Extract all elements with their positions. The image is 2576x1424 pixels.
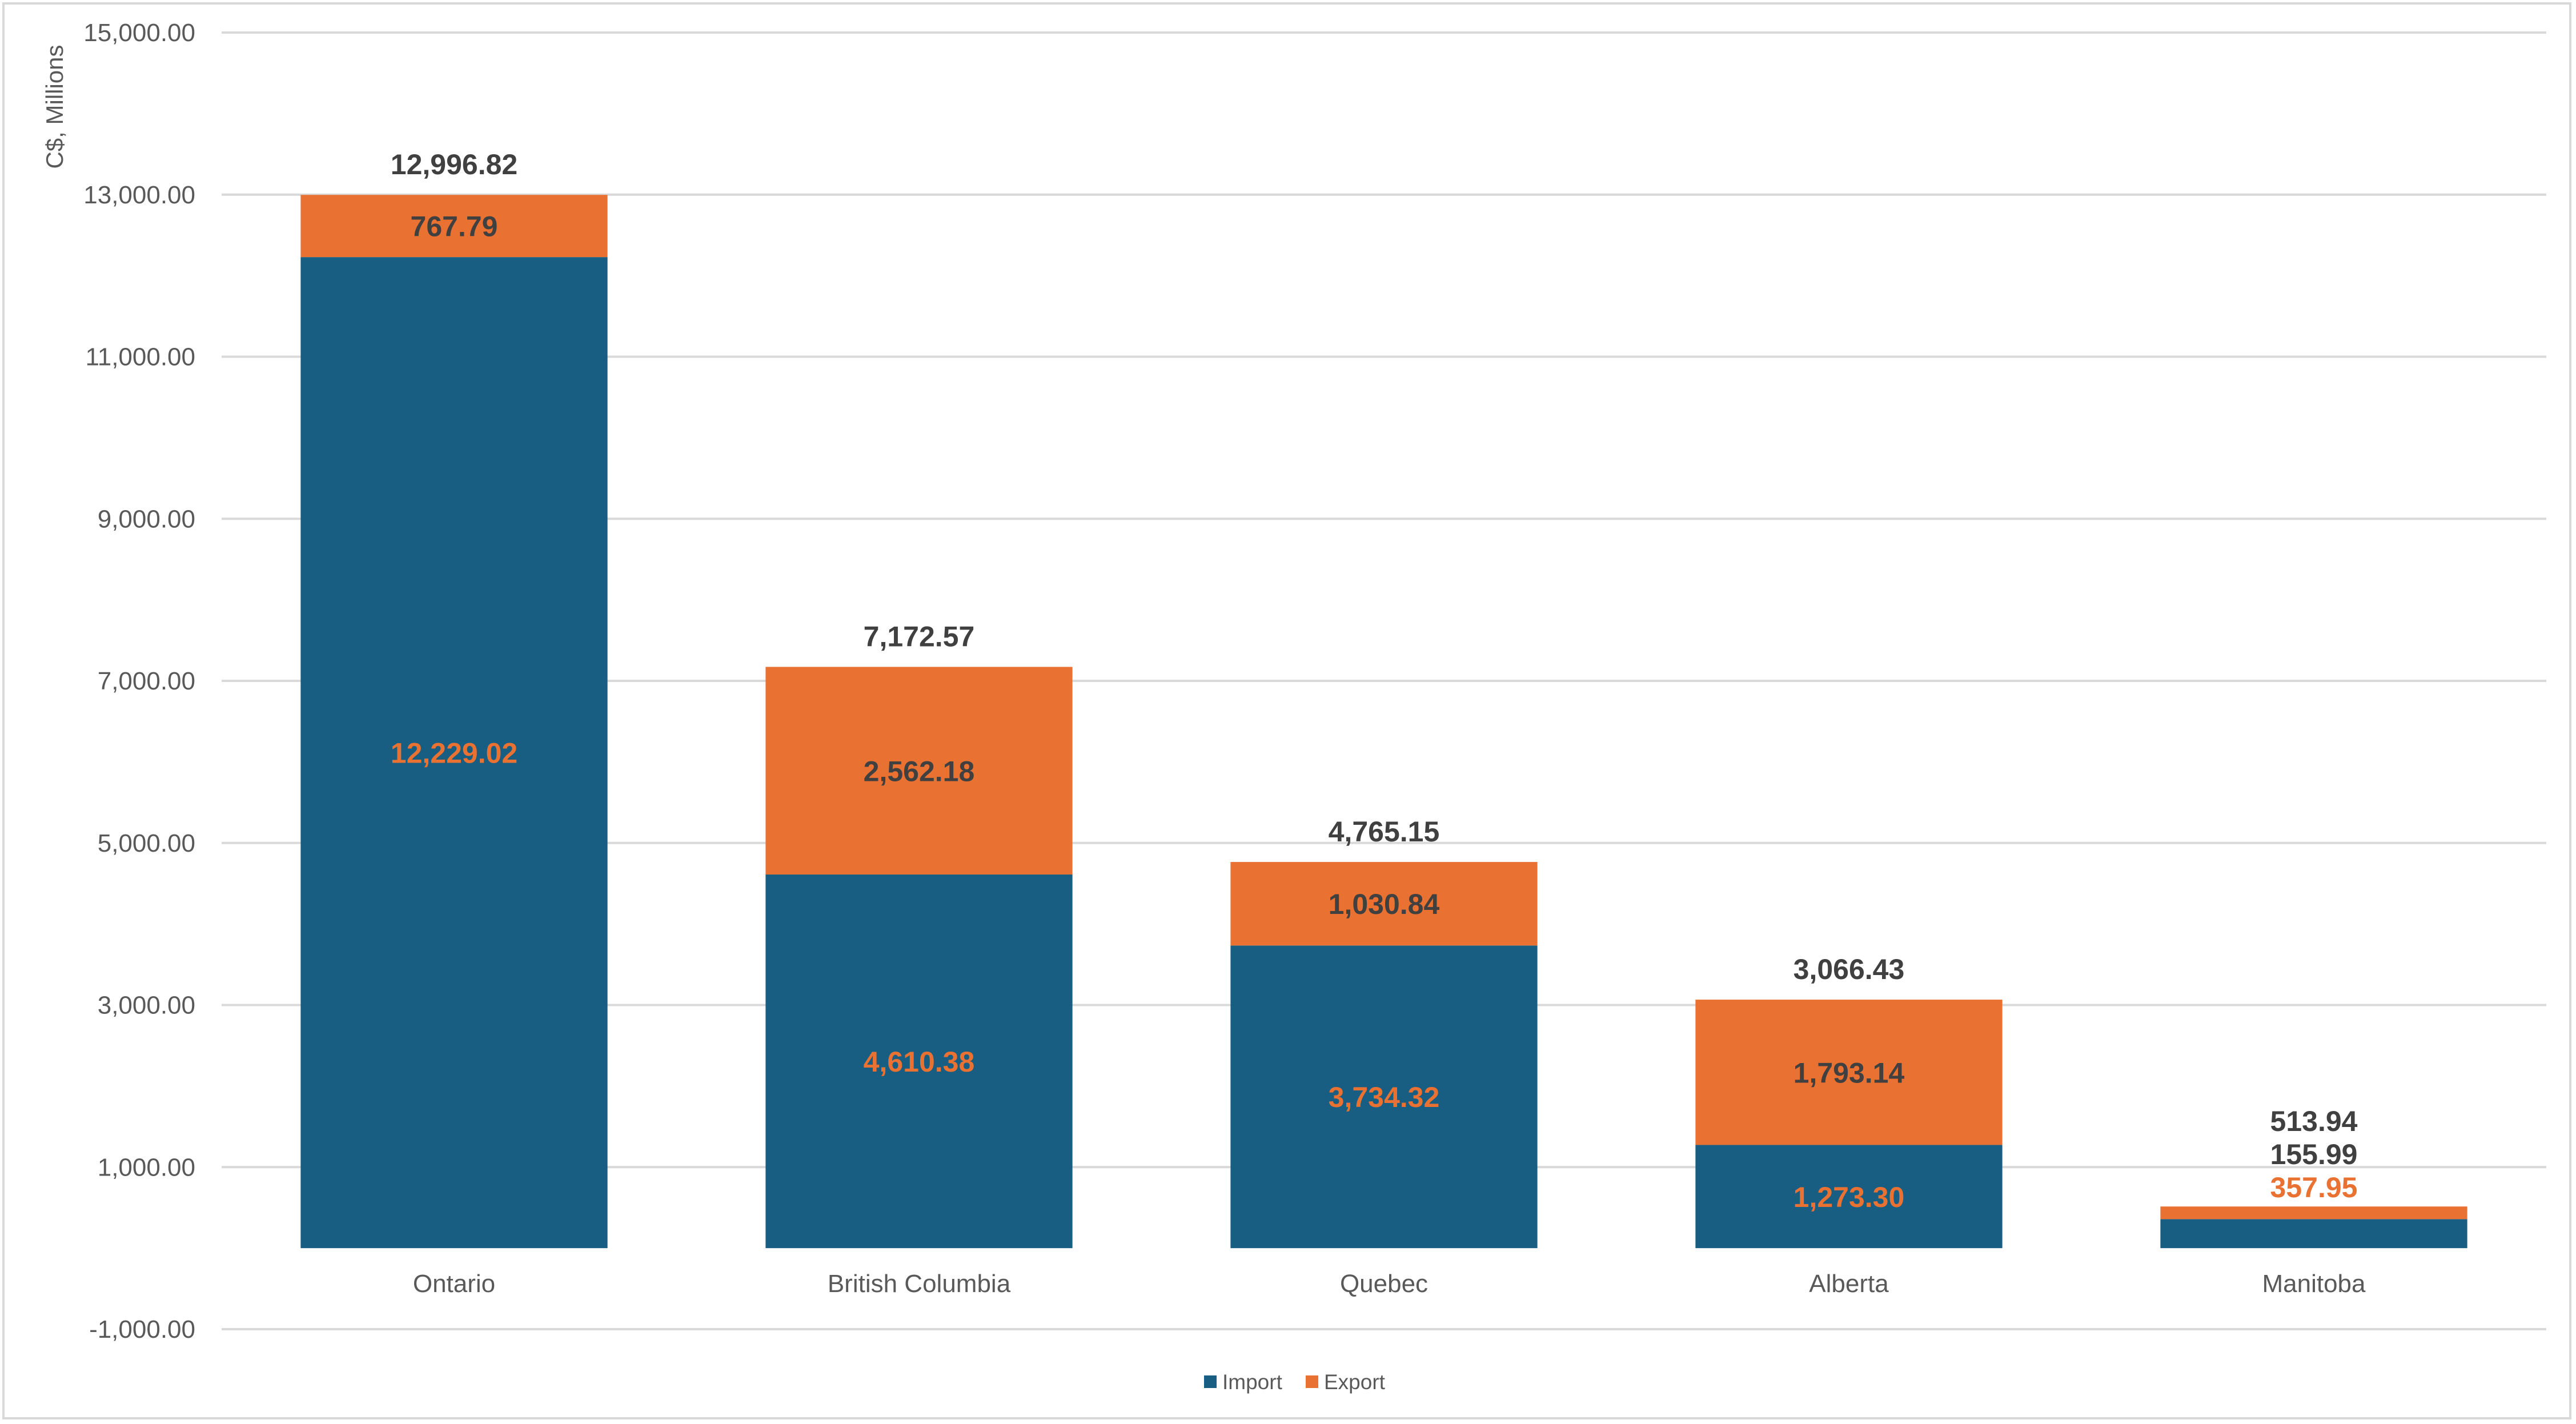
data-label-import: 1,273.30 [1793,1181,1905,1213]
y-tick-label: 1,000.00 [98,1153,195,1181]
y-tick-label: -1,000.00 [89,1315,195,1343]
data-label-import: 3,734.32 [1329,1081,1440,1113]
legend-swatch-import [1204,1375,1217,1388]
category-label: Alberta [1809,1270,1889,1298]
bars [300,195,2467,1249]
bar-import [2160,1219,2467,1249]
y-tick-label: 11,000.00 [86,343,195,371]
y-tick-label: 9,000.00 [98,505,195,533]
category-label: British Columbia [828,1270,1011,1298]
data-label-export: 2,562.18 [864,755,975,787]
bar-export [300,195,608,258]
total-label: 4,765.15 [1329,816,1440,848]
data-label-import: 357.95 [2270,1172,2358,1204]
total-label: 12,996.82 [391,149,517,180]
y-tick-label: 3,000.00 [98,992,195,1020]
x-axis-labels: Ontario British Columbia Quebec Alberta Mani… [413,1270,2366,1298]
bar-export [1695,1000,2003,1145]
bar-export [2160,1206,2467,1220]
y-axis-title: C$, Millions [41,45,68,169]
total-label: 513.94 [2270,1105,2358,1137]
category-label: Ontario [413,1270,495,1298]
bar-import [1230,945,1538,1249]
data-label-import: 12,229.02 [391,737,517,769]
y-tick-label: 7,000.00 [98,667,195,695]
bar-export [765,667,1073,875]
y-axis-ticks: -1,000.00 1,000.00 3,000.00 5,000.00 7,000.0… [83,19,195,1343]
data-label-import: 4,610.38 [864,1046,975,1078]
bar-import [300,257,608,1249]
category-label: Quebec [1340,1270,1428,1298]
legend-swatch-export [1306,1375,1318,1388]
data-label-export: 155.99 [2270,1138,2358,1170]
y-tick-label: 5,000.00 [98,829,195,857]
data-labels: 12,229.02 767.79 12,996.82 4,610.38 2,562.18… [391,149,2358,1213]
bar-import [765,875,1073,1249]
legend-label-import: Import [1222,1370,1283,1394]
y-tick-label: 13,000.00 [83,181,195,209]
bar-import [1695,1145,2003,1249]
bar-export [1230,862,1538,946]
legend-label-export: Export [1324,1370,1386,1394]
legend: Import Export [1204,1370,1386,1394]
data-label-export: 767.79 [411,211,498,243]
data-label-export: 1,793.14 [1793,1057,1905,1089]
data-label-export: 1,030.84 [1329,888,1440,920]
total-label: 3,066.43 [1793,953,1905,985]
gridlines [222,31,2546,1330]
y-tick-label: 15,000.00 [83,19,195,47]
category-label: Manitoba [2262,1270,2366,1298]
total-label: 7,172.57 [864,621,975,653]
